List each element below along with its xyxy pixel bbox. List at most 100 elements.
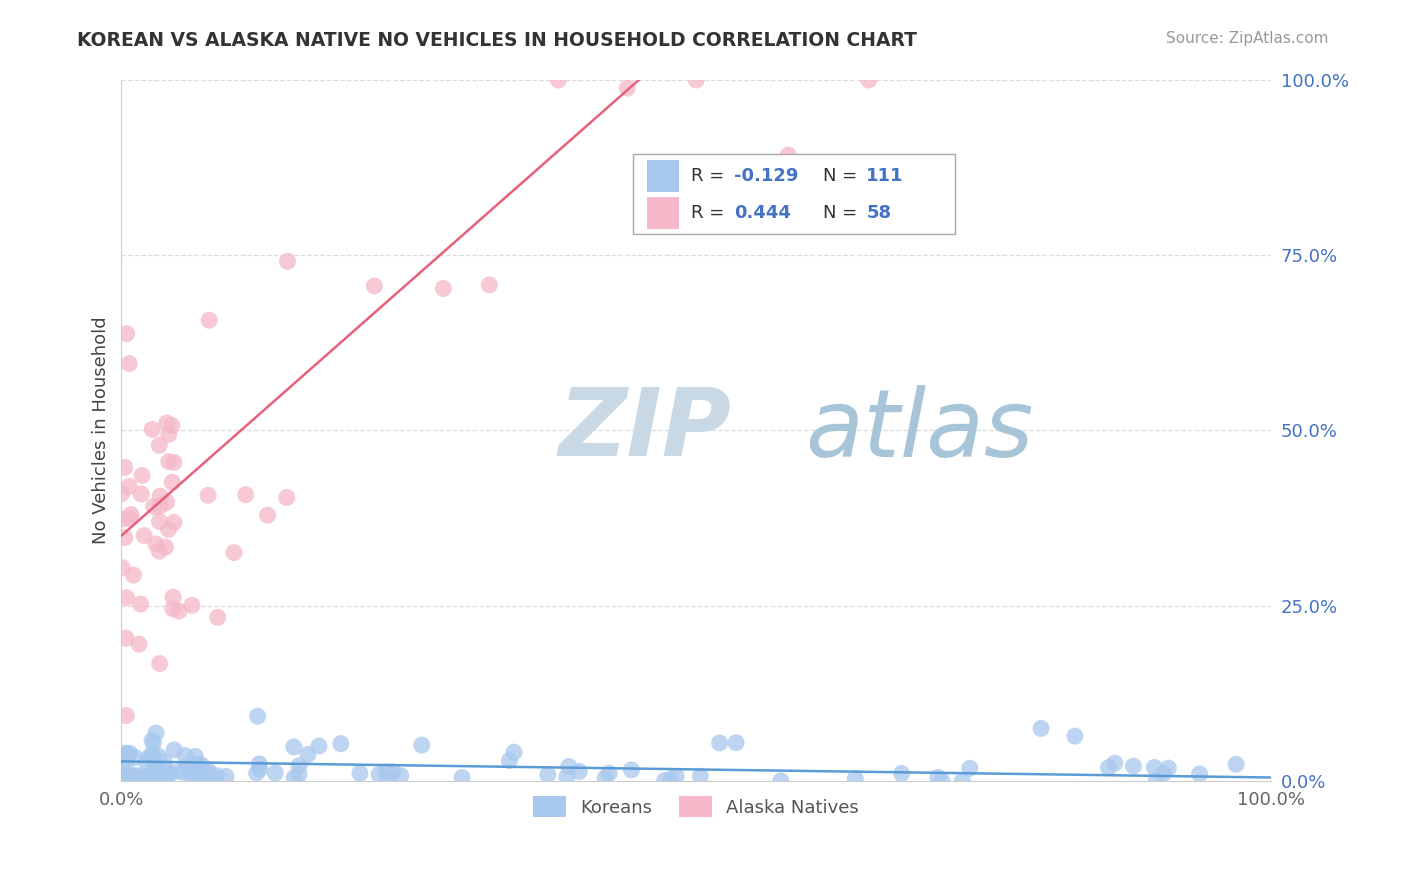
Text: 58: 58 <box>866 204 891 222</box>
Point <box>142 500 165 514</box>
Point <box>620 763 643 777</box>
Point <box>132 772 155 786</box>
Point <box>725 736 748 750</box>
Point <box>110 757 132 772</box>
Point <box>118 479 141 493</box>
Point <box>115 591 138 605</box>
Point <box>128 769 150 783</box>
Point <box>142 736 165 750</box>
Point <box>136 771 159 785</box>
Point <box>122 568 145 582</box>
Point <box>115 770 138 784</box>
Point <box>503 745 526 759</box>
Point <box>120 508 142 522</box>
Point <box>432 281 454 295</box>
Point <box>111 769 134 783</box>
Point <box>156 495 179 509</box>
Text: R =: R = <box>690 204 730 222</box>
Point <box>769 773 792 788</box>
Point <box>179 764 201 779</box>
Point <box>160 418 183 433</box>
Point <box>375 764 398 779</box>
Point <box>124 750 146 764</box>
Point <box>181 599 204 613</box>
Point <box>131 468 153 483</box>
Point <box>115 631 138 645</box>
Point <box>264 766 287 780</box>
Point <box>555 770 578 784</box>
Text: N =: N = <box>823 204 863 222</box>
Point <box>114 756 136 770</box>
Y-axis label: No Vehicles in Household: No Vehicles in Household <box>93 317 110 544</box>
Point <box>297 747 319 762</box>
Text: N =: N = <box>823 167 863 185</box>
Point <box>1029 722 1052 736</box>
Point <box>174 748 197 763</box>
Point <box>283 771 305 785</box>
Point <box>288 767 311 781</box>
Text: Source: ZipAtlas.com: Source: ZipAtlas.com <box>1166 31 1329 46</box>
Point <box>163 743 186 757</box>
Point <box>593 771 616 785</box>
Point <box>159 766 181 780</box>
Point <box>162 602 184 616</box>
Point <box>952 774 974 789</box>
Point <box>411 738 433 752</box>
Point <box>246 709 269 723</box>
Point <box>198 313 221 327</box>
Point <box>118 511 141 525</box>
Point <box>858 73 880 87</box>
Point <box>654 773 676 788</box>
Text: KOREAN VS ALASKA NATIVE NO VEHICLES IN HOUSEHOLD CORRELATION CHART: KOREAN VS ALASKA NATIVE NO VEHICLES IN H… <box>77 31 917 50</box>
Point <box>146 764 169 778</box>
Point <box>329 737 352 751</box>
Point <box>665 769 688 783</box>
Point <box>115 326 138 341</box>
Point <box>927 771 949 785</box>
Point <box>959 761 981 775</box>
Point <box>1122 759 1144 773</box>
Point <box>709 736 731 750</box>
Point <box>153 755 176 769</box>
Point <box>153 769 176 783</box>
Text: -0.129: -0.129 <box>734 167 799 185</box>
Point <box>188 770 211 784</box>
Point <box>205 769 228 783</box>
Point <box>249 762 271 776</box>
Text: atlas: atlas <box>806 385 1033 476</box>
Point <box>276 491 298 505</box>
Point <box>163 516 186 530</box>
Legend: Koreans, Alaska Natives: Koreans, Alaska Natives <box>526 789 866 824</box>
Point <box>368 767 391 781</box>
Point <box>149 489 172 503</box>
Point <box>124 769 146 783</box>
Point <box>149 499 172 513</box>
Point <box>145 764 167 779</box>
Point <box>207 610 229 624</box>
Point <box>167 604 190 618</box>
Point <box>141 733 163 747</box>
Point <box>145 726 167 740</box>
Point <box>162 475 184 490</box>
Point <box>659 772 682 786</box>
Text: R =: R = <box>690 167 730 185</box>
Point <box>308 739 330 753</box>
Point <box>1153 766 1175 780</box>
Point <box>115 708 138 723</box>
Point <box>111 512 134 526</box>
Point <box>558 759 581 773</box>
Point <box>176 759 198 773</box>
Point <box>125 771 148 785</box>
Point <box>381 764 404 779</box>
Point <box>145 764 167 779</box>
Point <box>150 767 173 781</box>
Point <box>156 764 179 778</box>
Point <box>155 540 177 554</box>
Point <box>389 769 412 783</box>
Point <box>689 769 711 783</box>
Point <box>136 770 159 784</box>
Point <box>616 81 638 95</box>
Point <box>568 764 591 779</box>
Point <box>547 73 569 87</box>
Point <box>349 766 371 780</box>
